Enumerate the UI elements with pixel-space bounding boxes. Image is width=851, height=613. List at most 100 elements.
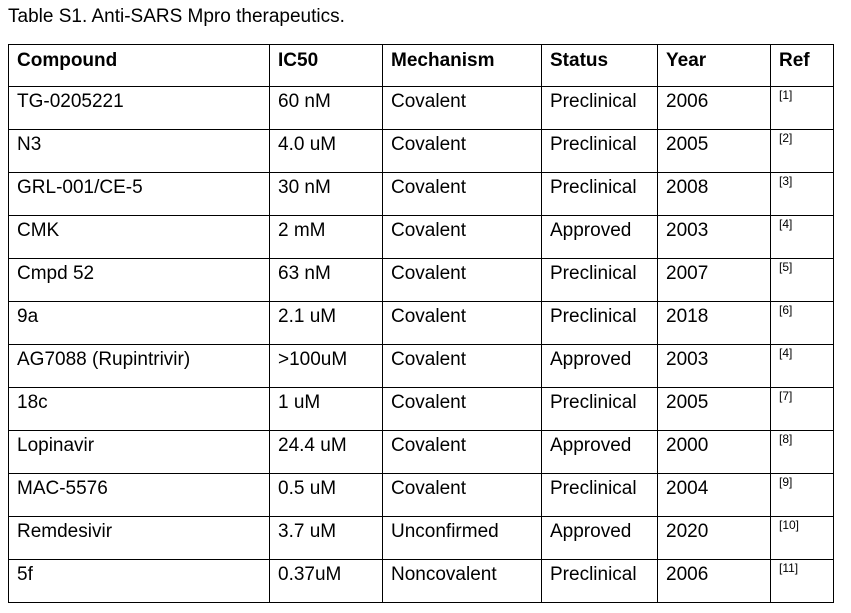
cell-compound: N3 <box>8 129 270 173</box>
cell-compound: MAC-5576 <box>8 473 270 517</box>
cell-year: 2006 <box>657 559 771 603</box>
table-row: TG-0205221 60 nM Covalent Preclinical 20… <box>8 86 834 130</box>
cell-compound: Cmpd 52 <box>8 258 270 302</box>
cell-mechanism: Covalent <box>382 344 542 388</box>
cell-ic50: 60 nM <box>269 86 383 130</box>
cell-mechanism: Unconfirmed <box>382 516 542 560</box>
cell-year: 2003 <box>657 215 771 259</box>
cell-status: Preclinical <box>541 387 658 431</box>
table-row: N3 4.0 uM Covalent Preclinical 2005 [2] <box>8 129 834 173</box>
cell-compound: AG7088 (Rupintrivir) <box>8 344 270 388</box>
ref-superscript: [9] <box>779 475 793 489</box>
cell-ref: [5] <box>770 258 834 302</box>
cell-year: 2020 <box>657 516 771 560</box>
cell-mechanism: Covalent <box>382 129 542 173</box>
cell-compound: 5f <box>8 559 270 603</box>
cell-ref: [4] <box>770 215 834 259</box>
cell-ref: [8] <box>770 430 834 474</box>
cell-ic50: 0.5 uM <box>269 473 383 517</box>
cell-status: Approved <box>541 430 658 474</box>
cell-status: Preclinical <box>541 129 658 173</box>
cell-year: 2005 <box>657 129 771 173</box>
cell-status: Preclinical <box>541 473 658 517</box>
cell-status: Preclinical <box>541 172 658 216</box>
table-row: AG7088 (Rupintrivir) >100uM Covalent App… <box>8 344 834 388</box>
cell-year: 2000 <box>657 430 771 474</box>
table-row: MAC-5576 0.5 uM Covalent Preclinical 200… <box>8 473 834 517</box>
cell-compound: TG-0205221 <box>8 86 270 130</box>
cell-ic50: 2 mM <box>269 215 383 259</box>
cell-ic50: 4.0 uM <box>269 129 383 173</box>
cell-compound: Remdesivir <box>8 516 270 560</box>
table-caption: Table S1. Anti-SARS Mpro therapeutics. <box>8 6 345 27</box>
table-row: 9a 2.1 uM Covalent Preclinical 2018 [6] <box>8 301 834 345</box>
cell-year: 2018 <box>657 301 771 345</box>
cell-status: Preclinical <box>541 559 658 603</box>
ref-superscript: [6] <box>779 303 793 317</box>
cell-ref: [7] <box>770 387 834 431</box>
cell-compound: Lopinavir <box>8 430 270 474</box>
cell-ic50: 63 nM <box>269 258 383 302</box>
header-ic50: IC50 <box>269 44 383 87</box>
cell-ic50: 1 uM <box>269 387 383 431</box>
cell-compound: CMK <box>8 215 270 259</box>
header-status: Status <box>541 44 658 87</box>
cell-ic50: 2.1 uM <box>269 301 383 345</box>
cell-mechanism: Covalent <box>382 258 542 302</box>
cell-year: 2007 <box>657 258 771 302</box>
cell-status: Approved <box>541 344 658 388</box>
cell-mechanism: Covalent <box>382 215 542 259</box>
ref-superscript: [10] <box>779 518 800 532</box>
cell-year: 2006 <box>657 86 771 130</box>
ref-superscript: [1] <box>779 88 793 102</box>
cell-ic50: 30 nM <box>269 172 383 216</box>
table-row: CMK 2 mM Covalent Approved 2003 [4] <box>8 215 834 259</box>
cell-status: Preclinical <box>541 258 658 302</box>
header-ref: Ref <box>770 44 834 87</box>
cell-status: Preclinical <box>541 86 658 130</box>
cell-mechanism: Covalent <box>382 430 542 474</box>
cell-ref: [1] <box>770 86 834 130</box>
therapeutics-table: Compound IC50 Mechanism Status Year Ref … <box>8 44 834 603</box>
cell-mechanism: Covalent <box>382 172 542 216</box>
ref-superscript: [4] <box>779 217 793 231</box>
cell-ic50: 24.4 uM <box>269 430 383 474</box>
cell-year: 2004 <box>657 473 771 517</box>
cell-ref: [11] <box>770 559 834 603</box>
table-row: 5f 0.37uM Noncovalent Preclinical 2006 [… <box>8 559 834 603</box>
cell-status: Preclinical <box>541 301 658 345</box>
ref-superscript: [8] <box>779 432 793 446</box>
cell-mechanism: Covalent <box>382 301 542 345</box>
cell-ref: [10] <box>770 516 834 560</box>
table-row: 18c 1 uM Covalent Preclinical 2005 [7] <box>8 387 834 431</box>
table-header-row: Compound IC50 Mechanism Status Year Ref <box>8 44 834 87</box>
cell-ref: [3] <box>770 172 834 216</box>
cell-mechanism: Covalent <box>382 86 542 130</box>
table-row: GRL-001/CE-5 30 nM Covalent Preclinical … <box>8 172 834 216</box>
cell-mechanism: Covalent <box>382 473 542 517</box>
cell-compound: GRL-001/CE-5 <box>8 172 270 216</box>
header-compound: Compound <box>8 44 270 87</box>
ref-superscript: [5] <box>779 260 793 274</box>
cell-year: 2003 <box>657 344 771 388</box>
cell-compound: 18c <box>8 387 270 431</box>
cell-status: Approved <box>541 516 658 560</box>
cell-status: Approved <box>541 215 658 259</box>
cell-mechanism: Noncovalent <box>382 559 542 603</box>
cell-ref: [6] <box>770 301 834 345</box>
table-row: Cmpd 52 63 nM Covalent Preclinical 2007 … <box>8 258 834 302</box>
cell-year: 2005 <box>657 387 771 431</box>
cell-mechanism: Covalent <box>382 387 542 431</box>
cell-ref: [2] <box>770 129 834 173</box>
table-row: Remdesivir 3.7 uM Unconfirmed Approved 2… <box>8 516 834 560</box>
header-year: Year <box>657 44 771 87</box>
table-row: Lopinavir 24.4 uM Covalent Approved 2000… <box>8 430 834 474</box>
ref-superscript: [2] <box>779 131 793 145</box>
header-mechanism: Mechanism <box>382 44 542 87</box>
cell-compound: 9a <box>8 301 270 345</box>
ref-superscript: [3] <box>779 174 793 188</box>
cell-ic50: 3.7 uM <box>269 516 383 560</box>
cell-ref: [4] <box>770 344 834 388</box>
cell-ic50: >100uM <box>269 344 383 388</box>
ref-superscript: [7] <box>779 389 793 403</box>
